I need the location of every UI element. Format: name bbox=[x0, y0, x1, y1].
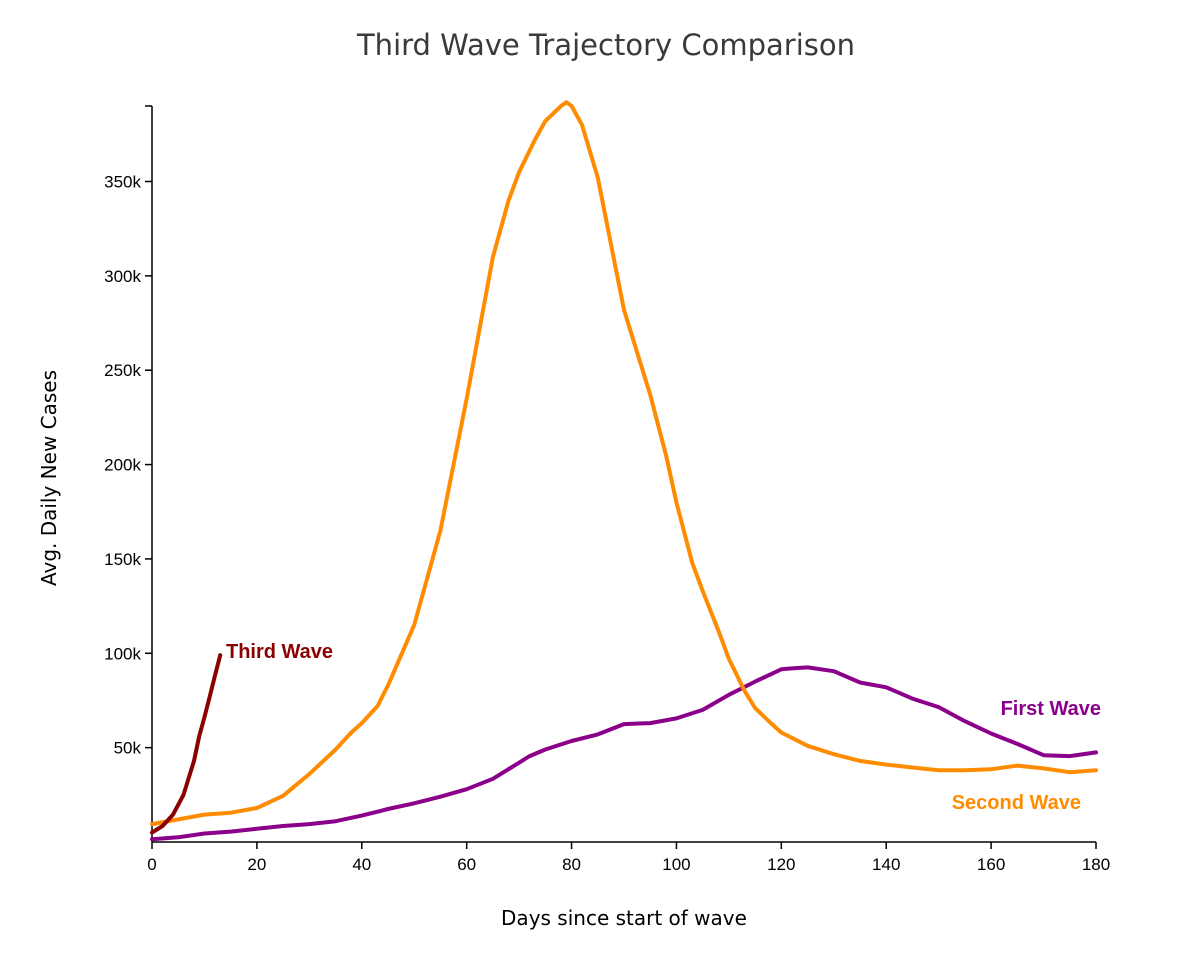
x-tick-label: 140 bbox=[872, 855, 900, 874]
x-tick-label: 180 bbox=[1082, 855, 1110, 874]
series-label-third-wave: Third Wave bbox=[226, 641, 333, 663]
x-tick-label: 60 bbox=[457, 855, 476, 874]
x-tick-label: 20 bbox=[247, 855, 266, 874]
y-tick-label: 200k bbox=[104, 456, 141, 475]
chart-title: Third Wave Trajectory Comparison bbox=[356, 28, 856, 62]
x-axis: 0 20 40 60 80 100 120 140 160 180 bbox=[147, 841, 1110, 874]
x-tick-label: 160 bbox=[977, 855, 1005, 874]
y-tick-label: 50k bbox=[114, 739, 142, 758]
x-tick-label: 80 bbox=[562, 855, 581, 874]
series-lines bbox=[150, 100, 1098, 842]
series-label-first-wave: First Wave bbox=[1001, 698, 1101, 720]
series-label-second-wave: Second Wave bbox=[952, 792, 1081, 814]
series-line-first-wave bbox=[150, 665, 1098, 842]
y-tick-label: 350k bbox=[104, 172, 141, 191]
x-tick-label: 0 bbox=[147, 855, 156, 874]
series-labels: First Wave Second Wave Third Wave bbox=[226, 641, 1101, 814]
series-line-third-wave bbox=[150, 653, 223, 835]
x-axis-label: Days since start of wave bbox=[501, 906, 747, 930]
y-axis-label: Avg. Daily New Cases bbox=[37, 370, 61, 586]
series-line-second-wave bbox=[150, 100, 1098, 827]
x-tick-label: 40 bbox=[352, 855, 371, 874]
y-tick-label: 150k bbox=[104, 550, 141, 569]
y-tick-label: 300k bbox=[104, 267, 141, 286]
x-tick-label: 120 bbox=[767, 855, 795, 874]
y-tick-label: 100k bbox=[104, 644, 141, 663]
y-tick-label: 250k bbox=[104, 361, 141, 380]
x-tick-label: 100 bbox=[662, 855, 690, 874]
y-axis: 50k 100k 150k 200k 250k 300k 350k bbox=[104, 105, 153, 842]
